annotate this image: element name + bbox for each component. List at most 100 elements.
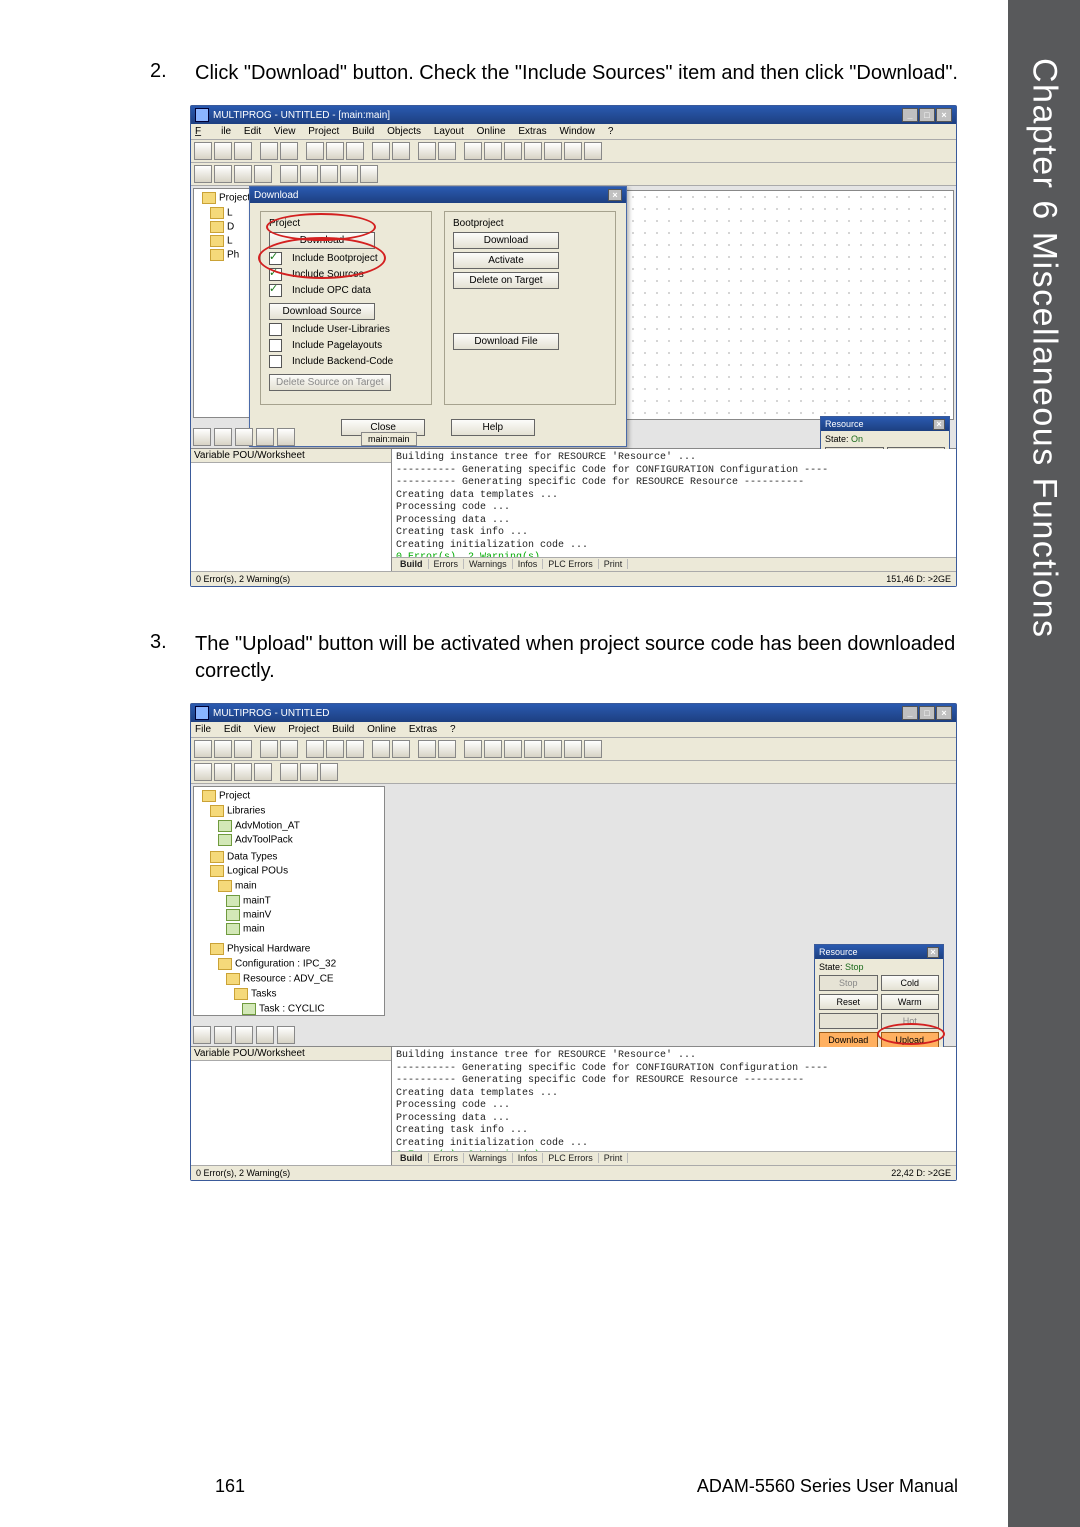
t2-b5[interactable] [280,763,298,781]
minimize-button-2[interactable]: _ [902,706,918,720]
menu-objects[interactable]: Objects [387,126,421,137]
bottom-tab-b4[interactable] [256,1026,274,1044]
tool-c6[interactable] [300,165,318,183]
tool-print[interactable] [260,142,278,160]
tree-tasks[interactable]: Tasks [251,989,277,1000]
tab-mainmain[interactable]: main:main [361,432,417,446]
delete-source-button[interactable]: Delete Source on Target [269,374,391,391]
variable-pane-1[interactable]: Variable POU/Worksheet [191,449,392,571]
t2-a19[interactable] [584,740,602,758]
tool-b5[interactable] [544,142,562,160]
download-source-button[interactable]: Download Source [269,303,375,320]
t2-b2[interactable] [214,763,232,781]
t2-a2[interactable] [214,740,232,758]
close-button-2[interactable]: × [936,706,952,720]
menu-help[interactable]: ? [608,126,614,137]
tab2-print[interactable]: Print [599,1153,629,1163]
t2-a13[interactable] [464,740,482,758]
t2-a14[interactable] [484,740,502,758]
tab2-errors[interactable]: Errors [429,1153,465,1163]
tree-datatypes[interactable]: Data Types [227,852,277,863]
t2-a15[interactable] [504,740,522,758]
tree-libraries[interactable]: Libraries [227,806,265,817]
tool-b1[interactable] [464,142,482,160]
maximize-button[interactable]: □ [919,108,935,122]
menu-online[interactable]: Online [477,126,506,137]
t2-b4[interactable] [254,763,272,781]
t2-a11[interactable] [418,740,436,758]
menu-layout[interactable]: Layout [434,126,464,137]
t2-a8[interactable] [346,740,364,758]
tool-c5[interactable] [280,165,298,183]
menu2-view[interactable]: View [254,724,276,735]
bottom-tab-b5[interactable] [277,1026,295,1044]
minimize-button[interactable]: _ [902,108,918,122]
resource-close-1[interactable]: × [933,419,945,430]
tool-paste[interactable] [346,142,364,160]
tool-new[interactable] [194,142,212,160]
res-cold-2[interactable]: Cold [881,975,940,991]
tab-warnings[interactable]: Warnings [464,559,513,569]
t2-a17[interactable] [544,740,562,758]
t2-a1[interactable] [194,740,212,758]
tree-phys[interactable]: Physical Hardware [227,944,310,955]
menu2-edit[interactable]: Edit [224,724,241,735]
menu2-help[interactable]: ? [450,724,456,735]
tree-mainT[interactable]: mainT [243,896,271,907]
tree-main[interactable]: main [235,881,257,892]
menu2-file[interactable]: File [195,724,211,735]
tree-advtool[interactable]: AdvToolPack [235,835,293,846]
delete-target-button[interactable]: Delete on Target [453,272,559,289]
menu2-online[interactable]: Online [367,724,396,735]
menu2-extras[interactable]: Extras [409,724,437,735]
chk-user-lib[interactable] [269,323,282,336]
tab-errors[interactable]: Errors [429,559,465,569]
bottom-tab-b3[interactable] [235,1026,253,1044]
menu-extras[interactable]: Extras [518,126,546,137]
tool-b6[interactable] [564,142,582,160]
tool-copy[interactable] [326,142,344,160]
res-reset-2[interactable]: Reset [819,994,878,1010]
bottom-tab-4[interactable] [256,428,274,446]
tool-c7[interactable] [320,165,338,183]
dialog-help-button[interactable]: Help [451,419,535,436]
t2-b7[interactable] [320,763,338,781]
tool-b3[interactable] [504,142,522,160]
tab-print[interactable]: Print [599,559,629,569]
menu-view[interactable]: View [274,126,296,137]
t2-a16[interactable] [524,740,542,758]
download-file-button[interactable]: Download File [453,333,559,350]
variable-pane-2[interactable]: Variable POU/Worksheet [191,1047,392,1165]
t2-b1[interactable] [194,763,212,781]
download-dialog-close[interactable]: × [608,189,622,201]
t2-b3[interactable] [234,763,252,781]
tree-config[interactable]: Configuration : IPC_32 [235,959,336,970]
project-tree-2[interactable]: Project Libraries AdvMotion_AT AdvToolPa… [193,786,385,1016]
boot-download-button[interactable]: Download [453,232,559,249]
chk-pagelayout[interactable] [269,339,282,352]
t2-a6[interactable] [306,740,324,758]
tree-root[interactable]: Project [219,791,250,802]
chk-backend[interactable] [269,355,282,368]
tool-preview[interactable] [280,142,298,160]
tree-mainV[interactable]: mainV [243,910,271,921]
close-button[interactable]: × [936,108,952,122]
t2-a7[interactable] [326,740,344,758]
bottom-tab-b1[interactable] [193,1026,211,1044]
tab2-infos[interactable]: Infos [513,1153,544,1163]
output-tabs-2[interactable]: BuildErrorsWarningsInfosPLC ErrorsPrint [392,1151,956,1165]
activate-button[interactable]: Activate [453,252,559,269]
tool-c1[interactable] [194,165,212,183]
tree-pou[interactable]: Logical POUs [227,866,288,877]
tree-mainC[interactable]: main [243,924,265,935]
t2-a10[interactable] [392,740,410,758]
resource-close-2[interactable]: × [927,947,939,958]
t2-b6[interactable] [300,763,318,781]
tab2-plc[interactable]: PLC Errors [543,1153,599,1163]
tree-advmotion[interactable]: AdvMotion_AT [235,821,300,832]
chk-include-opc[interactable] [269,284,282,297]
tool-c3[interactable] [234,165,252,183]
bottom-tab-1[interactable] [193,428,211,446]
menu-edit[interactable]: Edit [244,126,261,137]
tab2-build[interactable]: Build [395,1153,429,1163]
